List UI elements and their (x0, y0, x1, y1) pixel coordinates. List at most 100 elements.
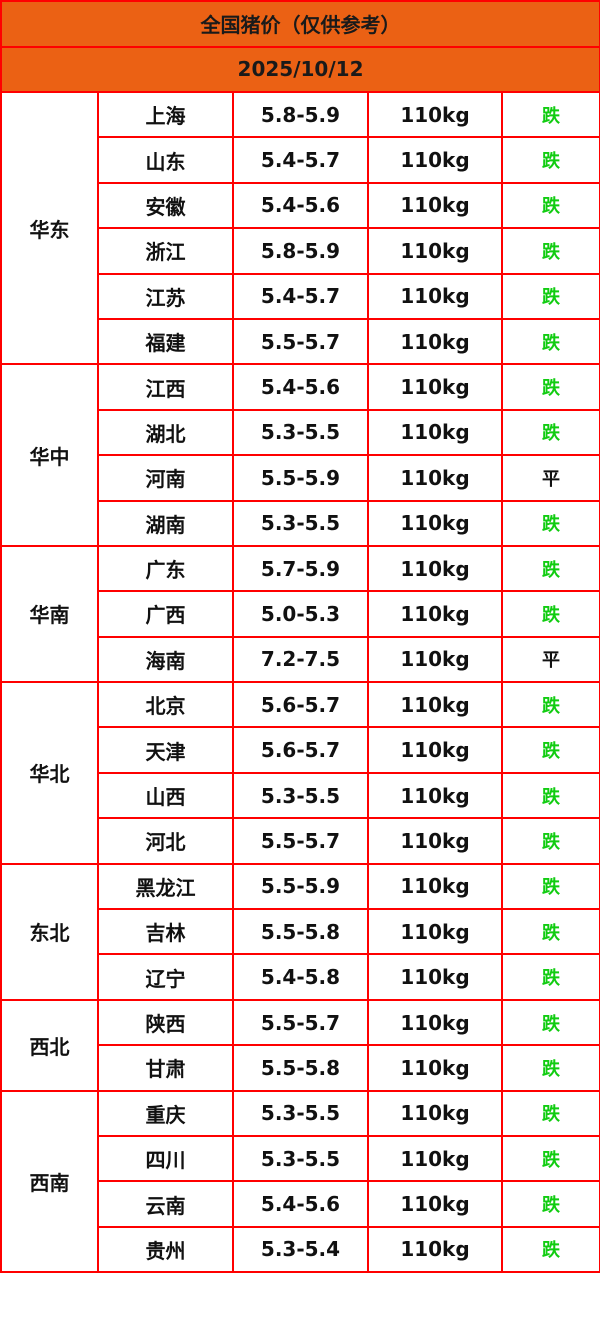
table-row: 安徽 5.4-5.6 110kg 跌 (1, 181, 600, 230)
table-row: 甘肃 5.5-5.8 110kg 跌 (1, 1044, 600, 1092)
trend-cell: 跌 (500, 90, 600, 139)
pig-price-table: 全国猪价（仅供参考） 2025/10/12 华东 上海 5.8-5.9 110kg 跌山… (0, 0, 600, 1274)
weight-cell: 110kg (367, 1044, 503, 1092)
province-cell: 陕西 (97, 998, 234, 1047)
table-row: 云南 5.4-5.6 110kg 跌 (1, 1180, 600, 1228)
table-row: 西南 重庆 5.3-5.5 110kg 跌 (0, 1089, 600, 1274)
weight-cell: 110kg (367, 136, 503, 184)
region-cell: 西北 (0, 998, 99, 1092)
province-cell: 湖北 (97, 408, 234, 457)
trend-cell: 跌 (500, 590, 600, 638)
trend-cell: 跌 (500, 953, 600, 1001)
price-cell: 5.3-5.5 (232, 499, 369, 547)
table-row: 华北 北京 5.6-5.7 110kg 跌 (0, 681, 600, 865)
price-cell: 7.2-7.5 (232, 635, 369, 684)
weight-cell: 110kg (367, 363, 503, 411)
trend-cell: 平 (500, 635, 600, 684)
table-row: 四川 5.3-5.5 110kg 跌 (1, 1134, 600, 1183)
region-cell: 华中 (0, 363, 99, 547)
trend-cell: 跌 (500, 1044, 600, 1092)
table-row: 河南 5.5-5.9 110kg 平 (1, 454, 600, 502)
province-cell: 江西 (97, 363, 234, 411)
trend-cell: 跌 (500, 181, 600, 230)
region-cell: 西南 (0, 1089, 99, 1274)
trend-cell: 平 (500, 454, 600, 502)
trend-cell: 跌 (500, 771, 600, 820)
price-cell: 5.4-5.6 (232, 1180, 369, 1228)
province-cell: 上海 (97, 90, 234, 139)
region-cell: 华南 (0, 544, 99, 684)
province-cell: 四川 (97, 1134, 234, 1183)
price-cell: 5.5-5.8 (232, 1044, 369, 1092)
trend-cell: 跌 (500, 681, 600, 729)
price-cell: 5.3-5.5 (232, 771, 369, 820)
province-cell: 河北 (97, 817, 234, 865)
price-cell: 5.3-5.5 (232, 1089, 369, 1137)
province-cell: 吉林 (97, 908, 234, 956)
trend-cell: 跌 (500, 544, 600, 593)
table-row: 山西 5.3-5.5 110kg 跌 (1, 771, 600, 820)
table-row: 华南 广东 5.7-5.9 110kg 跌 (0, 544, 600, 684)
region-cell: 华北 (0, 681, 99, 865)
province-cell: 山东 (97, 136, 234, 184)
price-cell: 5.5-5.9 (232, 454, 369, 502)
price-cell: 5.5-5.7 (232, 317, 369, 366)
table-title: 全国猪价（仅供参考） (0, 0, 600, 48)
weight-cell: 110kg (367, 1089, 503, 1137)
table-row: 河北 5.5-5.7 110kg 跌 (1, 817, 600, 865)
weight-cell: 110kg (367, 998, 503, 1047)
province-cell: 浙江 (97, 227, 234, 275)
province-cell: 江苏 (97, 272, 234, 320)
province-cell: 福建 (97, 317, 234, 366)
province-cell: 广西 (97, 590, 234, 638)
table-row: 华中 江西 5.4-5.6 110kg 跌 (0, 363, 600, 547)
weight-cell: 110kg (367, 953, 503, 1001)
price-cell: 5.5-5.7 (232, 817, 369, 865)
price-cell: 5.4-5.6 (232, 363, 369, 411)
region-cell: 华东 (0, 90, 99, 366)
price-cell: 5.0-5.3 (232, 590, 369, 638)
table-row: 山东 5.4-5.7 110kg 跌 (1, 136, 600, 184)
province-cell: 天津 (97, 726, 234, 774)
trend-cell: 跌 (500, 1180, 600, 1228)
weight-cell: 110kg (367, 908, 503, 956)
province-cell: 山西 (97, 771, 234, 820)
price-cell: 5.8-5.9 (232, 227, 369, 275)
price-cell: 5.8-5.9 (232, 90, 369, 139)
province-cell: 湖南 (97, 499, 234, 547)
province-cell: 重庆 (97, 1089, 234, 1137)
weight-cell: 110kg (367, 227, 503, 275)
table-row: 广西 5.0-5.3 110kg 跌 (1, 590, 600, 638)
weight-cell: 110kg (367, 454, 503, 502)
trend-cell: 跌 (500, 272, 600, 320)
table-row: 浙江 5.8-5.9 110kg 跌 (1, 227, 600, 275)
price-cell: 5.6-5.7 (232, 681, 369, 729)
table-row: 湖北 5.3-5.5 110kg 跌 (1, 408, 600, 457)
trend-cell: 跌 (500, 862, 600, 911)
trend-cell: 跌 (500, 817, 600, 865)
price-cell: 5.4-5.7 (232, 136, 369, 184)
trend-cell: 跌 (500, 1089, 600, 1137)
weight-cell: 110kg (367, 544, 503, 593)
price-cell: 5.6-5.7 (232, 726, 369, 774)
weight-cell: 110kg (367, 317, 503, 366)
province-cell: 辽宁 (97, 953, 234, 1001)
price-cell: 5.4-5.6 (232, 181, 369, 230)
region-cell: 东北 (0, 862, 99, 1001)
price-cell: 5.4-5.7 (232, 272, 369, 320)
weight-cell: 110kg (367, 1134, 503, 1183)
province-cell: 甘肃 (97, 1044, 234, 1092)
table-row: 辽宁 5.4-5.8 110kg 跌 (1, 953, 600, 1001)
province-cell: 河南 (97, 454, 234, 502)
table-date: 2025/10/12 (0, 45, 600, 93)
price-cell: 5.3-5.5 (232, 1134, 369, 1183)
price-cell: 5.5-5.7 (232, 998, 369, 1047)
weight-cell: 110kg (367, 499, 503, 547)
table-row: 天津 5.6-5.7 110kg 跌 (1, 726, 600, 774)
weight-cell: 110kg (367, 1180, 503, 1228)
table-row: 西北 陕西 5.5-5.7 110kg 跌 (0, 998, 600, 1092)
weight-cell: 110kg (367, 590, 503, 638)
weight-cell: 110kg (367, 817, 503, 865)
table-row: 贵州 5.3-5.4 110kg 跌 (1, 1225, 600, 1274)
trend-cell: 跌 (500, 1134, 600, 1183)
